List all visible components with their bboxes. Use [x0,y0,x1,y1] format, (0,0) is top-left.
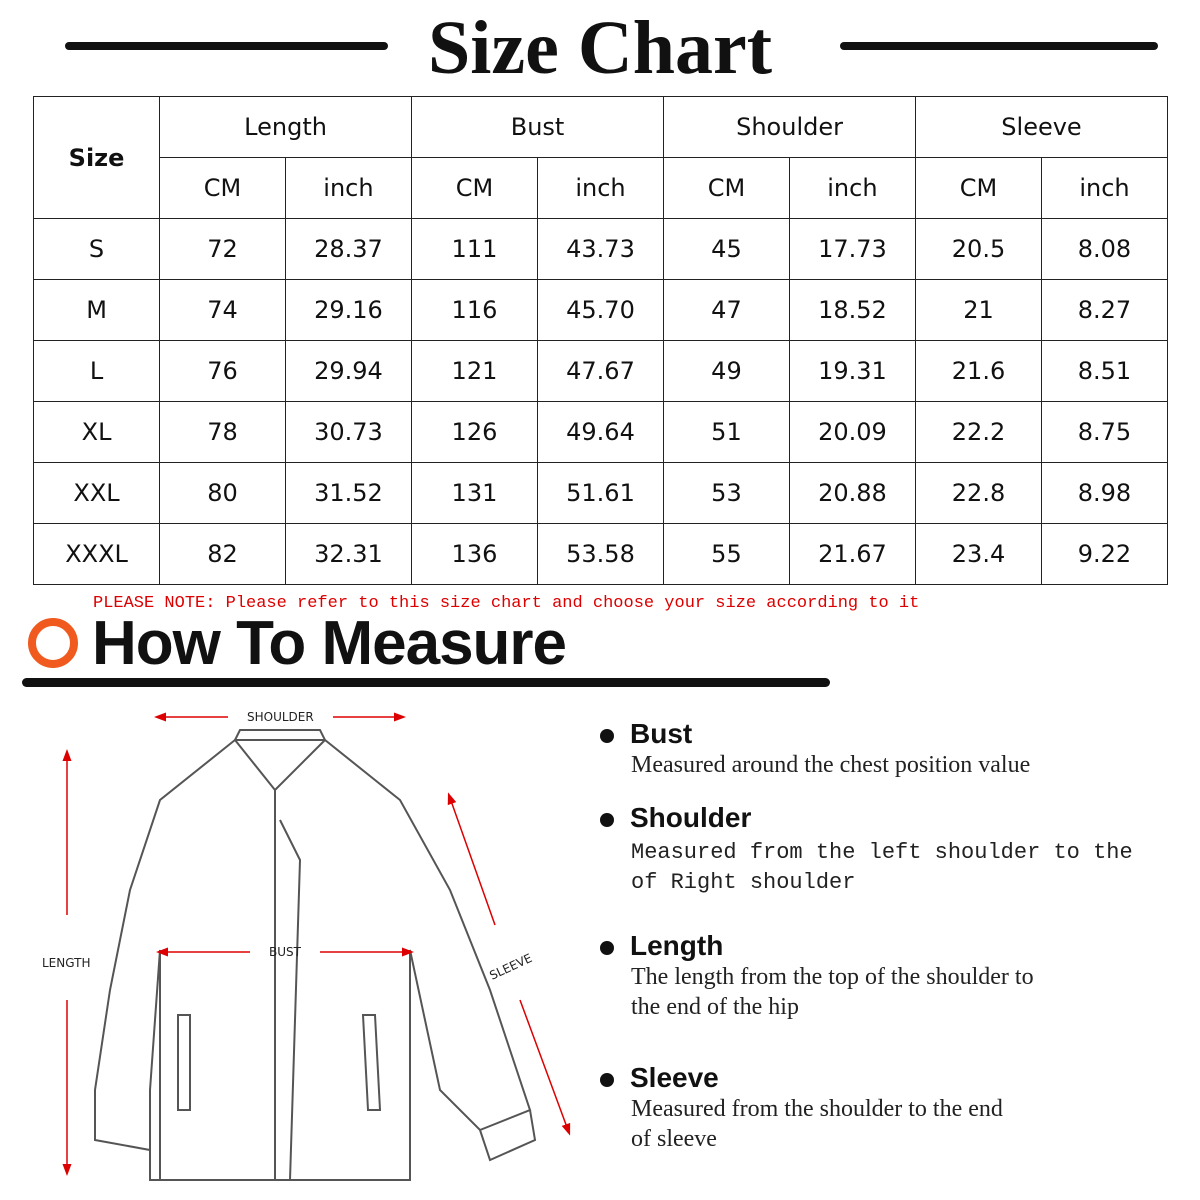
table-cell: 131 [411,462,538,524]
heading-rule [22,678,830,687]
how-to-measure-heading: How To Measure [92,609,567,678]
measure-bust: Bust Measured around the chest position … [600,718,1030,780]
table-cell: 18.52 [788,279,917,341]
table-cell: 29.16 [284,279,413,341]
table-cell: 116 [411,279,538,341]
length-label: LENGTH [42,956,90,970]
group-header: Sleeve [915,96,1168,158]
table-cell: 22.2 [915,401,1042,463]
bust-label: BUST [269,945,302,959]
table-cell: 20.09 [788,401,917,463]
circle-icon [28,618,78,668]
unit-header: inch [284,157,413,219]
table-cell: 21.67 [788,523,917,585]
table-cell: 30.73 [284,401,413,463]
unit-header: inch [788,157,917,219]
table-cell: M [32,279,161,341]
table-cell: 8.75 [1040,401,1169,463]
table-cell: 49.64 [536,401,665,463]
title-rule-right [840,42,1158,50]
table-cell: 111 [411,218,538,280]
table-cell: 17.73 [788,218,917,280]
table-cell: 49 [663,340,790,402]
unit-header: inch [1040,157,1169,219]
table-cell: 55 [663,523,790,585]
table-cell: 8.98 [1040,462,1169,524]
table-cell: 21 [915,279,1042,341]
table-cell: 82 [159,523,286,585]
page-title: Size Chart [427,6,773,90]
table-cell: 21.6 [915,340,1042,402]
table-cell: 31.52 [284,462,413,524]
table-cell: 20.5 [915,218,1042,280]
table-cell: 72 [159,218,286,280]
table-cell: L [32,340,161,402]
table-cell: 126 [411,401,538,463]
table-cell: 53 [663,462,790,524]
title-rule-left [65,42,388,50]
table-cell: 43.73 [536,218,665,280]
table-cell: 76 [159,340,286,402]
jacket-outline [94,729,537,1181]
table-cell: 8.51 [1040,340,1169,402]
table-cell: 32.31 [284,523,413,585]
table-row: L 76 29.94 121 47.67 49 19.31 21.6 8.51 [32,340,1169,402]
table-row: S 72 28.37 111 43.73 45 17.73 20.5 8.08 [32,218,1169,280]
table-row: XL 78 30.73 126 49.64 51 20.09 22.2 8.75 [32,401,1169,463]
size-table: Size Length Bust Shoulder Sleeve CM inch CM inch… [32,96,1169,585]
table-cell: XL [32,401,161,463]
table-cell: 47 [663,279,790,341]
table-cell: 51.61 [536,462,665,524]
table-cell: 80 [159,462,286,524]
table-cell: 121 [411,340,538,402]
group-header: Bust [411,96,665,158]
table-cell: 136 [411,523,538,585]
group-header: Length [159,96,413,158]
table-cell: 22.8 [915,462,1042,524]
table-cell: 74 [159,279,286,341]
table-cell: XXL [32,462,161,524]
table-cell: 8.08 [1040,218,1169,280]
unit-header: inch [536,157,665,219]
table-row: M 74 29.16 116 45.70 47 18.52 21 8.27 [32,279,1169,341]
table-cell: 28.37 [284,218,413,280]
measure-length: Length The length from the top of the sh… [600,930,1034,1022]
unit-header: CM [159,157,286,219]
table-cell: 45.70 [536,279,665,341]
table-cell: 45 [663,218,790,280]
group-header: Shoulder [663,96,917,158]
table-cell: 23.4 [915,523,1042,585]
measure-sleeve: Sleeve Measured from the shoulder to the… [600,1062,1003,1154]
table-cell: 8.27 [1040,279,1169,341]
measure-shoulder: Shoulder Measured from the left shoulder… [600,802,1133,898]
table-row: XXL 80 31.52 131 51.61 53 20.88 22.8 8.98 [32,462,1169,524]
shoulder-label: SHOULDER [247,710,314,724]
size-header: Size [32,96,161,219]
unit-header: CM [411,157,538,219]
jacket-diagram: SHOULDER BUST LENGTH SLEEVE [42,710,571,1181]
table-cell: 53.58 [536,523,665,585]
table-cell: 47.67 [536,340,665,402]
table-cell: S [32,218,161,280]
sleeve-label: SLEEVE [487,951,534,983]
table-cell: 20.88 [788,462,917,524]
table-cell: 19.31 [788,340,917,402]
please-note: PLEASE NOTE: Please refer to this size c… [93,594,920,613]
table-cell: 51 [663,401,790,463]
unit-header: CM [915,157,1042,219]
table-cell: 78 [159,401,286,463]
table-row: XXXL 82 32.31 136 53.58 55 21.67 23.4 9.22 [32,523,1169,585]
table-cell: 9.22 [1040,523,1169,585]
unit-header: CM [663,157,790,219]
table-cell: 29.94 [284,340,413,402]
measure-arrows [62,712,571,1176]
table-cell: XXXL [32,523,161,585]
